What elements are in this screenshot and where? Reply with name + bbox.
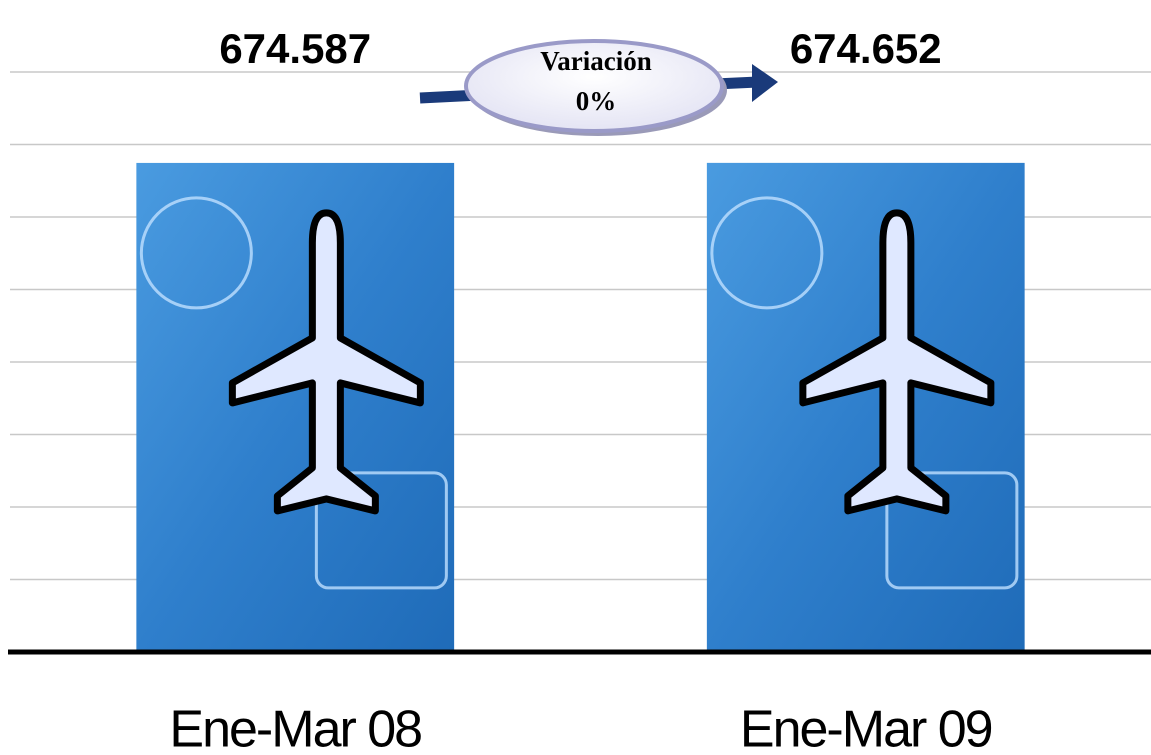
bar	[706, 162, 1025, 652]
bar	[136, 162, 455, 652]
annotation-text: 0%	[576, 86, 617, 116]
bars	[136, 162, 1025, 652]
labels: Ene-Mar 08 674.587 Ene-Mar 09 674.652	[8, 25, 1151, 755]
airplane	[799, 209, 995, 515]
suitcase	[314, 471, 448, 590]
data-label: 674.587	[219, 25, 371, 72]
x-tick-label: Ene-Mar 08	[169, 701, 421, 755]
airplane	[228, 209, 424, 515]
x-tick-label: Ene-Mar 09	[740, 701, 992, 755]
globe	[710, 196, 824, 310]
arrow-head	[752, 64, 778, 102]
suitcase	[885, 471, 1019, 590]
annotation-text: Variación	[540, 46, 652, 76]
data-label: 674.652	[790, 25, 942, 72]
bar-decoration	[139, 196, 448, 590]
bar-decoration	[710, 196, 1019, 590]
globe	[139, 196, 253, 310]
variation-annotation: Variación 0%	[419, 39, 778, 136]
annotation-ellipse	[464, 39, 724, 133]
